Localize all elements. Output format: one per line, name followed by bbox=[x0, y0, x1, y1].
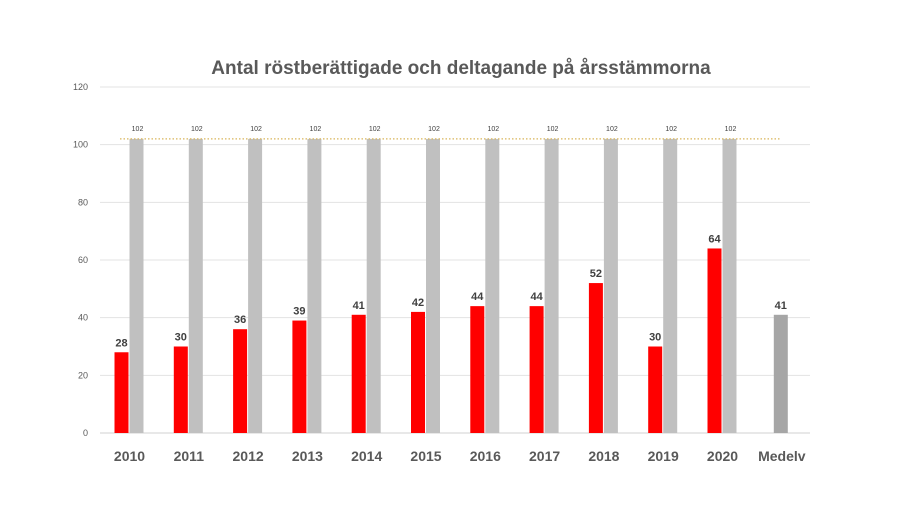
data-label: 39 bbox=[293, 306, 305, 318]
data-label: 102 bbox=[132, 126, 144, 133]
bar bbox=[648, 346, 663, 433]
y-tick-label: 0 bbox=[83, 428, 88, 438]
data-label: 41 bbox=[353, 300, 365, 312]
data-label: 102 bbox=[310, 126, 322, 133]
data-label: 28 bbox=[115, 337, 127, 349]
data-label: 102 bbox=[250, 126, 262, 133]
x-tick-label: 2011 bbox=[174, 448, 205, 464]
y-tick-label: 80 bbox=[78, 197, 88, 207]
data-label: 102 bbox=[487, 126, 499, 133]
bar bbox=[411, 311, 425, 433]
data-label: 102 bbox=[606, 126, 618, 133]
data-label: 102 bbox=[665, 126, 677, 133]
bar bbox=[588, 283, 603, 433]
bar bbox=[773, 314, 788, 433]
bar bbox=[603, 138, 618, 433]
y-tick-label: 100 bbox=[73, 140, 88, 150]
data-label: 41 bbox=[775, 300, 787, 312]
bar bbox=[426, 138, 440, 433]
bar bbox=[366, 138, 381, 433]
data-label: 42 bbox=[412, 297, 424, 309]
bar bbox=[663, 138, 678, 433]
data-label: 102 bbox=[547, 126, 559, 133]
data-label: 102 bbox=[725, 126, 737, 133]
x-tick-label: 2013 bbox=[292, 448, 323, 464]
x-tick-label: 2020 bbox=[707, 448, 738, 464]
bar bbox=[351, 314, 366, 433]
x-tick-label: 2012 bbox=[233, 448, 264, 464]
bar bbox=[129, 138, 144, 433]
bar bbox=[529, 306, 544, 433]
bar bbox=[114, 352, 129, 433]
x-tick-label: 2017 bbox=[529, 448, 560, 464]
x-tick-label: 2018 bbox=[588, 448, 619, 464]
bar bbox=[485, 138, 500, 433]
bar bbox=[188, 138, 203, 433]
bar bbox=[722, 138, 737, 433]
bar bbox=[470, 306, 485, 433]
bar bbox=[307, 138, 322, 433]
bar bbox=[707, 248, 722, 433]
y-tick-label: 60 bbox=[78, 255, 88, 265]
bar bbox=[233, 329, 248, 433]
data-label: 44 bbox=[471, 291, 484, 303]
x-tick-label: 2010 bbox=[114, 448, 145, 464]
x-tick-label: 2015 bbox=[410, 448, 441, 464]
bar bbox=[173, 346, 188, 433]
y-tick-label: 20 bbox=[78, 370, 88, 380]
data-label: 44 bbox=[530, 291, 543, 303]
x-tick-label: 2016 bbox=[470, 448, 501, 464]
data-label: 36 bbox=[234, 314, 246, 326]
data-label: 102 bbox=[191, 126, 203, 133]
bar bbox=[248, 138, 263, 433]
chart-title: Antal röstberättigade och deltagande på … bbox=[211, 58, 711, 79]
data-label: 30 bbox=[649, 332, 661, 344]
x-tick-label: 2014 bbox=[351, 448, 382, 464]
data-label: 102 bbox=[369, 126, 381, 133]
y-tick-label: 40 bbox=[78, 313, 88, 323]
data-label: 52 bbox=[590, 268, 602, 280]
x-tick-label: Medelv bbox=[758, 448, 806, 464]
bar bbox=[544, 138, 559, 433]
x-tick-label: 2019 bbox=[648, 448, 679, 464]
data-label: 30 bbox=[175, 332, 187, 344]
y-tick-label: 120 bbox=[73, 82, 88, 92]
data-label: 64 bbox=[708, 233, 721, 245]
data-label: 102 bbox=[428, 126, 440, 133]
bar bbox=[292, 320, 307, 433]
